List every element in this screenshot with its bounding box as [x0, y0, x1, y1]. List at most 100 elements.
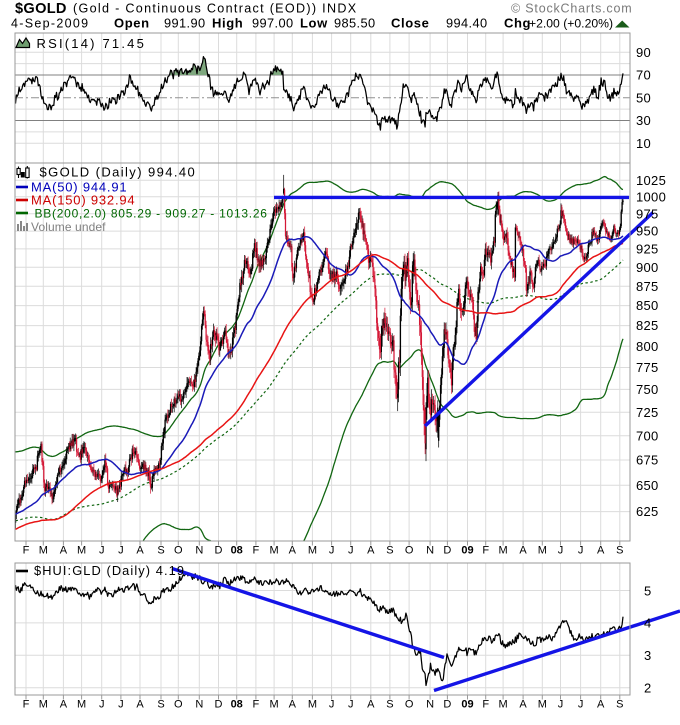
svg-text:J: J: [118, 699, 124, 711]
svg-text:10: 10: [636, 136, 651, 151]
svg-text:Close: Close: [391, 16, 429, 31]
svg-text:M: M: [39, 699, 48, 711]
svg-text:S: S: [157, 545, 164, 557]
svg-text:J: J: [578, 545, 584, 557]
svg-text:M: M: [538, 545, 547, 557]
svg-text:J: J: [558, 699, 564, 711]
svg-text:S: S: [157, 699, 164, 711]
svg-text:M: M: [499, 699, 508, 711]
svg-text:M: M: [499, 545, 508, 557]
svg-text:A: A: [367, 699, 375, 711]
svg-text:825: 825: [636, 318, 659, 333]
svg-text:N: N: [426, 699, 434, 711]
svg-text:1025: 1025: [636, 173, 666, 188]
svg-text:M: M: [77, 545, 86, 557]
svg-text:D: D: [215, 699, 223, 711]
svg-text:MA(50) 944.91: MA(50) 944.91: [31, 180, 127, 195]
svg-text:09: 09: [461, 545, 473, 557]
svg-text:Open: Open: [114, 16, 150, 31]
svg-text:50: 50: [636, 90, 651, 105]
svg-text:750: 750: [636, 382, 659, 397]
svg-text:M: M: [270, 545, 279, 557]
svg-text:A: A: [367, 545, 375, 557]
svg-text:(Gold - Continuous Contract (E: (Gold - Continuous Contract (EOD)) INDX: [73, 2, 357, 16]
svg-text:J: J: [329, 545, 335, 557]
svg-text:RSI(14) 71.45: RSI(14) 71.45: [37, 36, 147, 51]
svg-text:5: 5: [644, 583, 651, 598]
svg-text:900: 900: [636, 260, 659, 275]
svg-text:991.90: 991.90: [164, 16, 206, 31]
svg-text:1000: 1000: [636, 189, 666, 204]
svg-text:4: 4: [644, 616, 651, 631]
svg-text:$HUI:GLD (Daily) 4.19: $HUI:GLD (Daily) 4.19: [34, 563, 185, 578]
svg-text:997.00: 997.00: [252, 16, 294, 31]
svg-text:N: N: [195, 699, 203, 711]
svg-text:Chg: Chg: [504, 16, 531, 31]
svg-text:N: N: [426, 545, 434, 557]
svg-text:O: O: [174, 545, 183, 557]
svg-text:A: A: [289, 545, 297, 557]
svg-text:985.50: 985.50: [334, 16, 376, 31]
svg-text:S: S: [616, 699, 623, 711]
svg-text:J: J: [558, 545, 564, 557]
svg-text:Low: Low: [300, 16, 328, 31]
svg-text:09: 09: [461, 699, 473, 711]
svg-text:N: N: [195, 545, 203, 557]
svg-text:700: 700: [636, 428, 659, 443]
svg-text:M: M: [270, 699, 279, 711]
svg-text:800: 800: [636, 339, 659, 354]
svg-text:994.40: 994.40: [446, 16, 488, 31]
svg-text:A: A: [60, 545, 68, 557]
svg-text:J: J: [99, 545, 105, 557]
svg-text:J: J: [578, 699, 584, 711]
svg-text:950: 950: [636, 224, 659, 239]
svg-text:A: A: [597, 545, 605, 557]
svg-text:70: 70: [636, 68, 651, 83]
svg-text:2: 2: [644, 681, 651, 696]
svg-text:650: 650: [636, 478, 659, 493]
svg-text:S: S: [386, 545, 393, 557]
svg-text:S: S: [616, 545, 623, 557]
svg-text:S: S: [386, 699, 393, 711]
svg-text:975: 975: [636, 206, 659, 221]
svg-text:725: 725: [636, 405, 659, 420]
svg-text:F: F: [253, 699, 260, 711]
svg-text:3: 3: [644, 648, 651, 663]
svg-text:+2.00 (+0.20%): +2.00 (+0.20%): [529, 17, 613, 31]
svg-text:BB(200,2.0) 805.29 - 909.27 -: BB(200,2.0) 805.29 - 909.27 - 1013.26: [35, 207, 268, 221]
svg-text:M: M: [39, 545, 48, 557]
svg-text:O: O: [405, 699, 414, 711]
svg-text:D: D: [443, 699, 451, 711]
svg-text:Volume undef: Volume undef: [31, 220, 106, 234]
svg-text:M: M: [308, 699, 317, 711]
svg-text:A: A: [519, 545, 527, 557]
svg-text:08: 08: [231, 545, 243, 557]
svg-text:J: J: [99, 699, 105, 711]
svg-text:O: O: [405, 545, 414, 557]
svg-text:A: A: [519, 699, 527, 711]
svg-text:J: J: [348, 545, 354, 557]
svg-text:F: F: [23, 699, 30, 711]
svg-text:D: D: [443, 545, 451, 557]
svg-text:O: O: [174, 699, 183, 711]
svg-text:© StockCharts.com: © StockCharts.com: [511, 2, 632, 16]
svg-text:A: A: [289, 699, 297, 711]
svg-text:F: F: [482, 545, 489, 557]
svg-text:A: A: [136, 545, 144, 557]
svg-text:A: A: [60, 699, 68, 711]
svg-text:F: F: [23, 545, 30, 557]
svg-text:M: M: [308, 545, 317, 557]
svg-text:M: M: [77, 699, 86, 711]
svg-text:925: 925: [636, 242, 659, 257]
svg-text:$GOLD (Daily) 994.40: $GOLD (Daily) 994.40: [40, 165, 197, 180]
svg-text:90: 90: [636, 45, 651, 60]
svg-text:M: M: [538, 699, 547, 711]
svg-text:A: A: [597, 699, 605, 711]
svg-text:J: J: [329, 699, 335, 711]
svg-text:MA(150) 932.94: MA(150) 932.94: [31, 193, 135, 208]
svg-text:A: A: [136, 699, 144, 711]
svg-text:$GOLD: $GOLD: [15, 1, 67, 17]
svg-text:850: 850: [636, 298, 659, 313]
svg-text:625: 625: [636, 504, 659, 519]
svg-text:08: 08: [231, 699, 243, 711]
